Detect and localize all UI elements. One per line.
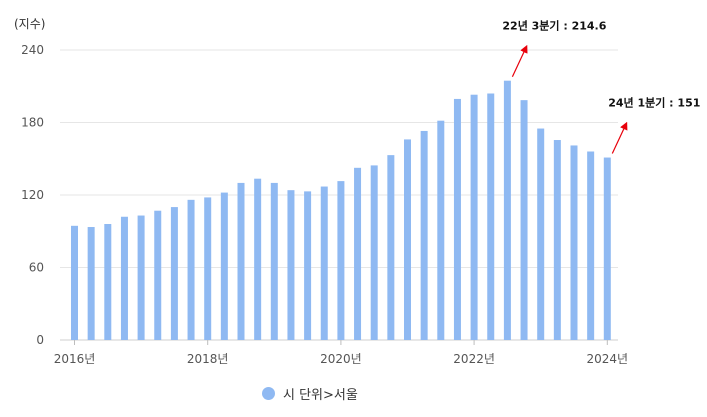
bar[interactable]	[370, 165, 378, 340]
y-axis-ticks: 0 60 120 180 240	[21, 43, 44, 347]
bar[interactable]	[270, 182, 278, 340]
bar[interactable]	[387, 155, 395, 340]
annotation-label: 22년 3분기 : 214.6	[502, 19, 606, 33]
legend-marker	[262, 387, 275, 400]
annotations: 22년 3분기 : 214.6 24년 1분기 : 151	[502, 19, 700, 154]
bar[interactable]	[120, 216, 128, 340]
bar[interactable]	[437, 120, 445, 340]
bar[interactable]	[553, 140, 561, 340]
bar[interactable]	[537, 128, 545, 340]
bar[interactable]	[220, 192, 228, 340]
bar[interactable]	[71, 225, 78, 340]
bar[interactable]	[154, 210, 162, 340]
y-tick-label: 0	[36, 333, 44, 347]
bar[interactable]	[237, 182, 245, 340]
bar[interactable]	[587, 151, 595, 341]
y-tick-label: 240	[21, 43, 44, 57]
bar[interactable]	[420, 130, 428, 340]
bar[interactable]	[204, 197, 212, 340]
bar[interactable]	[170, 207, 178, 340]
bar[interactable]	[287, 190, 295, 340]
bar-series	[71, 80, 611, 341]
annotation-label: 24년 1분기 : 151	[608, 96, 700, 110]
bar[interactable]	[453, 98, 461, 340]
y-tick-label: 120	[21, 188, 44, 202]
bar[interactable]	[570, 145, 578, 340]
y-tick-label: 180	[21, 116, 44, 130]
bar[interactable]	[304, 191, 312, 340]
bar[interactable]	[354, 167, 362, 340]
y-tick-label: 60	[29, 261, 44, 275]
y-axis-unit-label: (지수)	[14, 17, 45, 31]
bar[interactable]	[320, 186, 328, 340]
bar[interactable]	[137, 215, 145, 340]
bar[interactable]	[337, 181, 345, 340]
bar[interactable]	[187, 199, 195, 340]
legend-label: 시 단위>서울	[283, 388, 358, 403]
bar[interactable]	[404, 139, 411, 340]
x-tick-label: 2022년	[453, 352, 495, 366]
bar[interactable]	[503, 80, 511, 341]
bar[interactable]	[603, 157, 611, 340]
x-axis-ticks: 2016년 2018년 2020년 2022년 2024년	[54, 340, 628, 366]
x-tick-label: 2018년	[187, 352, 229, 366]
bar[interactable]	[520, 100, 528, 340]
x-tick-label: 2020년	[320, 352, 362, 366]
legend[interactable]: 시 단위>서울	[262, 384, 358, 403]
x-tick-label: 2024년	[587, 352, 629, 366]
annotation-arrow	[611, 121, 628, 154]
x-tick-label: 2016년	[54, 352, 96, 366]
bar[interactable]	[254, 178, 262, 340]
bar[interactable]	[104, 224, 112, 340]
annotation-arrow	[511, 44, 528, 77]
bar[interactable]	[487, 93, 495, 341]
bar[interactable]	[470, 94, 478, 340]
bar[interactable]	[87, 227, 95, 340]
